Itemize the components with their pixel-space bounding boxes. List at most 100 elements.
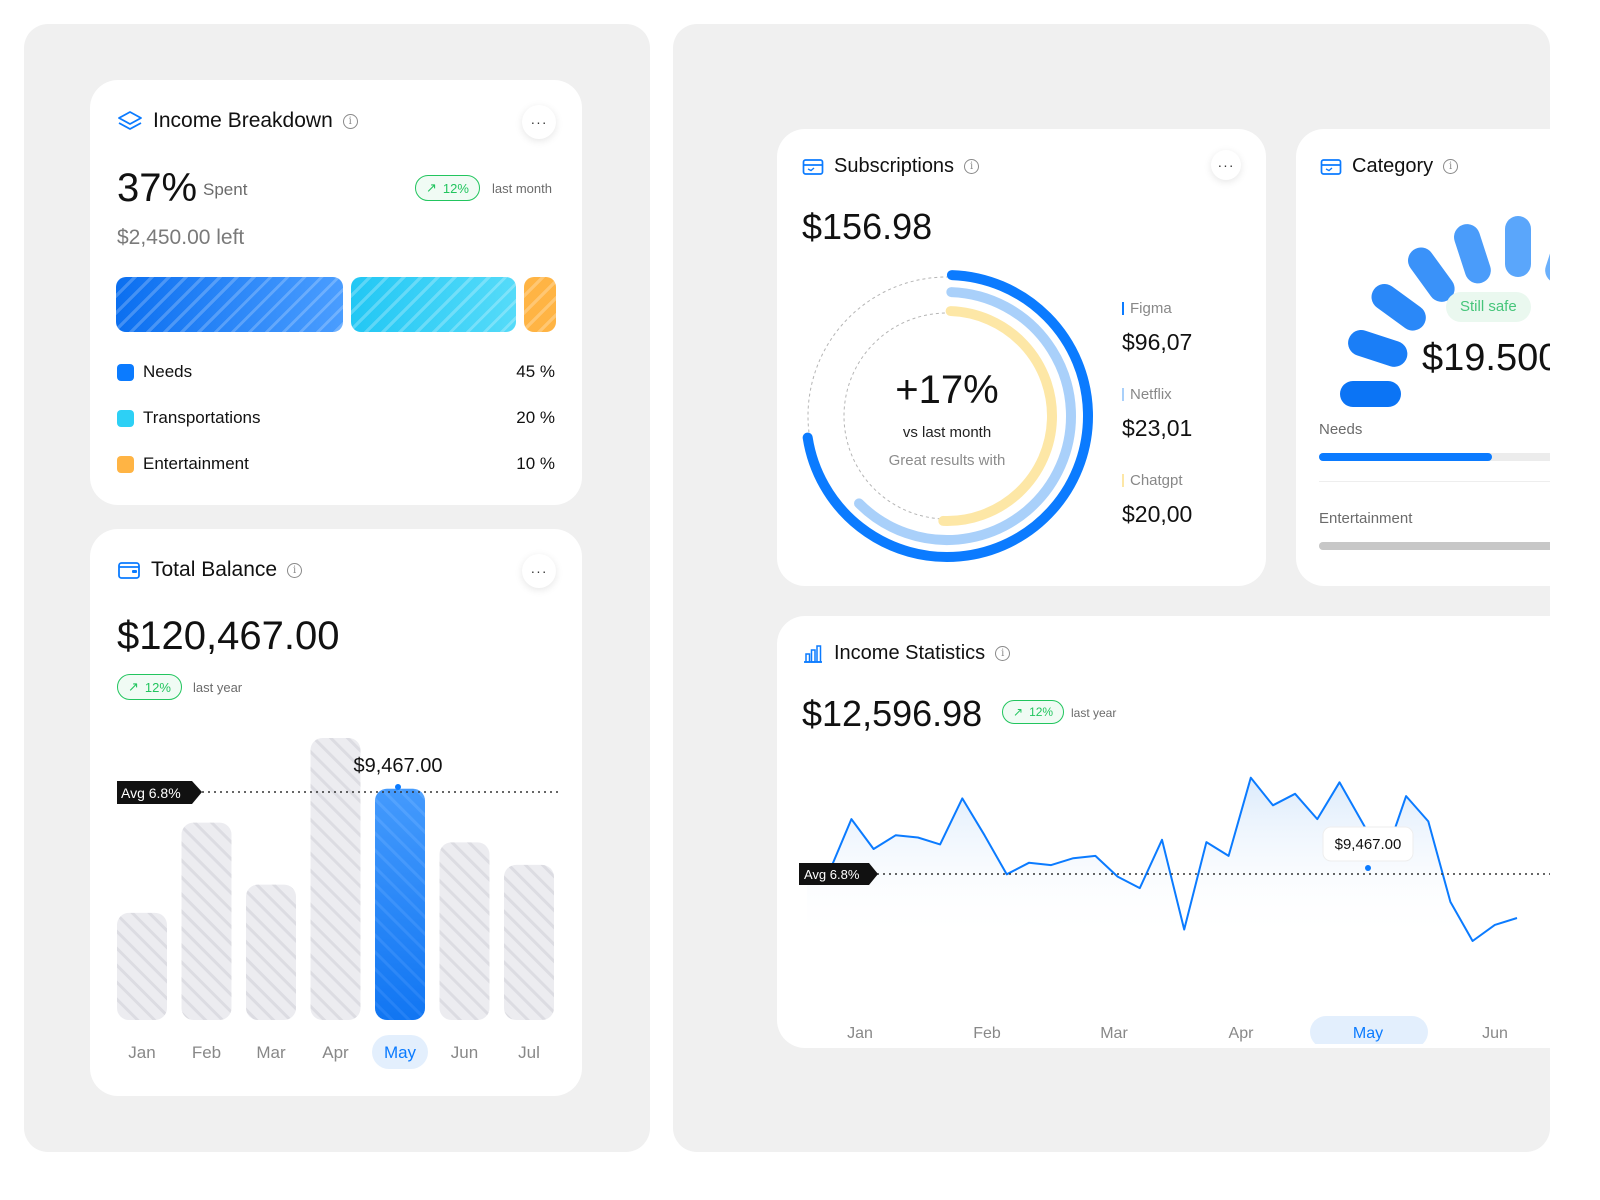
arrow-up-right-icon: ↗ xyxy=(426,180,437,195)
sub-item-chatgpt[interactable]: Chatgpt $20,00 xyxy=(1122,472,1192,528)
entertainment-swatch xyxy=(117,456,134,474)
category-header: Category i xyxy=(1320,155,1459,178)
balance-month-label[interactable]: Jul xyxy=(518,1043,540,1062)
income-breakdown-title: Income Breakdown xyxy=(153,109,333,132)
balance-month-label[interactable]: Mar xyxy=(256,1043,286,1062)
transportations-segment[interactable] xyxy=(351,277,516,332)
legend-needs: Needs 45 % xyxy=(117,362,555,382)
info-icon[interactable]: i xyxy=(287,562,303,578)
category-row-entertainment-track xyxy=(1319,542,1550,550)
card-icon xyxy=(802,158,824,175)
legend-transportations: Transportations 20 % xyxy=(117,408,555,428)
balance-bar-apr[interactable] xyxy=(310,738,361,1020)
income-line[interactable] xyxy=(806,776,1518,942)
sub-item-amount: $96,07 xyxy=(1122,329,1193,355)
legend-label: Needs xyxy=(143,362,193,381)
stats-avg-tag: Avg 6.8% xyxy=(799,863,878,885)
stats-month-label[interactable]: Feb xyxy=(973,1025,1001,1042)
spent-label: Spent xyxy=(203,180,248,199)
stats-avg-label: Avg 6.8% xyxy=(804,867,860,882)
category-row-needs-fill xyxy=(1319,453,1492,461)
income-statistics-amount: $12,596.98 xyxy=(802,693,983,734)
stats-month-label[interactable]: Jan xyxy=(847,1025,873,1042)
gauge-tick xyxy=(1371,284,1426,331)
sub-item-name: Netflix xyxy=(1130,386,1172,403)
gauge-tick xyxy=(1408,247,1455,302)
subscription-ring-netflix[interactable] xyxy=(854,287,1076,545)
stats-tooltip-value: $9,467.00 xyxy=(1335,836,1402,853)
balance-month-label[interactable]: Jun xyxy=(451,1043,478,1062)
subscriptions-center-label: vs last month xyxy=(903,424,991,441)
stats-tooltip-point xyxy=(1365,865,1371,871)
income-statistics-header: Income Statistics i xyxy=(802,642,1011,665)
balance-bar-jan[interactable] xyxy=(117,912,167,1020)
needs-swatch xyxy=(117,364,134,382)
legend-value: 10 % xyxy=(516,454,555,473)
subscriptions-amount: $156.98 xyxy=(802,206,933,247)
chatgpt-marker xyxy=(1122,474,1124,487)
gauge-tick xyxy=(1348,330,1408,367)
balance-month-label[interactable]: May xyxy=(384,1043,417,1062)
stats-month-highlight xyxy=(1310,1016,1428,1044)
legend-value: 45 % xyxy=(516,362,555,381)
balance-change-value: 12% xyxy=(144,679,171,695)
income-change-period: last month xyxy=(492,181,552,196)
subscriptions-more-button[interactable]: ··· xyxy=(1211,150,1241,180)
subscriptions-center-sub: Great results with xyxy=(889,452,1006,469)
sub-item-name: Figma xyxy=(1130,300,1172,317)
subscription-ring-chatgpt[interactable] xyxy=(938,306,1057,526)
category-card xyxy=(1296,129,1550,586)
subscriptions-center-value: +17% xyxy=(895,368,998,412)
info-icon[interactable]: i xyxy=(964,159,980,174)
total-balance-chart: Avg 6.8% $9,467.00 Jan Feb Mar Apr May Jun Jul xyxy=(117,738,560,1069)
balance-bar-jun[interactable] xyxy=(439,842,490,1020)
stats-change-period: last year xyxy=(1071,706,1117,720)
balance-bar-mar[interactable] xyxy=(246,884,296,1020)
balance-month-highlight xyxy=(372,1035,428,1069)
entertainment-segment[interactable] xyxy=(524,277,556,332)
balance-bar-highlight-overlay xyxy=(375,788,425,1020)
wallet-icon xyxy=(118,562,140,579)
avg-label: Avg 6.8% xyxy=(121,785,181,801)
balance-change-period: last year xyxy=(193,680,243,695)
card-icon xyxy=(1320,158,1342,175)
stats-month-label[interactable]: Apr xyxy=(1229,1025,1255,1042)
layers-icon xyxy=(118,111,142,130)
netflix-marker xyxy=(1122,388,1124,401)
balance-month-label[interactable]: Apr xyxy=(322,1043,349,1062)
avg-tag: Avg 6.8% xyxy=(117,781,202,804)
balance-bar-jul[interactable] xyxy=(504,864,554,1020)
subscriptions-header: Subscriptions i xyxy=(802,155,980,178)
balance-month-label[interactable]: Jan xyxy=(128,1043,155,1062)
sub-item-figma[interactable]: Figma $96,07 xyxy=(1122,300,1192,356)
category-row-entertainment-label: Entertainment xyxy=(1319,510,1413,527)
legend-label: Entertainment xyxy=(143,454,249,473)
sub-item-amount: $23,01 xyxy=(1122,415,1193,441)
total-balance-title: Total Balance xyxy=(151,558,278,581)
stats-change-value: 12% xyxy=(1029,705,1054,719)
subscriptions-title: Subscriptions xyxy=(834,155,955,177)
income-breakdown-more-button[interactable]: ··· xyxy=(522,105,556,139)
needs-segment[interactable] xyxy=(116,277,343,332)
balance-bar-feb[interactable] xyxy=(181,822,232,1020)
left-amount: $2,450.00 left xyxy=(117,226,245,249)
stats-month-label[interactable]: Mar xyxy=(1100,1025,1128,1042)
category-row-entertainment-fill xyxy=(1319,542,1550,550)
balance-change-badge: ↗ 12% xyxy=(117,674,182,700)
transportations-swatch xyxy=(117,410,134,428)
subscription-ring-figma[interactable] xyxy=(802,270,1093,562)
stats-month-label[interactable]: May xyxy=(1353,1025,1383,1042)
legend-entertainment: Entertainment 10 % xyxy=(117,454,555,474)
stats-tooltip: $9,467.00 xyxy=(1322,826,1414,862)
sub-item-netflix[interactable]: Netflix $23,01 xyxy=(1122,386,1192,442)
info-icon[interactable]: i xyxy=(342,113,358,129)
gauge-tick xyxy=(1454,224,1491,284)
category-title: Category xyxy=(1352,155,1434,177)
total-balance-more-button[interactable]: ··· xyxy=(522,554,556,588)
category-row-needs-track xyxy=(1319,453,1550,461)
info-icon[interactable]: i xyxy=(995,646,1011,661)
balance-month-label[interactable]: Feb xyxy=(192,1043,221,1062)
info-icon[interactable]: i xyxy=(1443,159,1459,174)
category-badge: Still safe xyxy=(1446,292,1531,322)
stats-month-label[interactable]: Jun xyxy=(1482,1025,1508,1042)
